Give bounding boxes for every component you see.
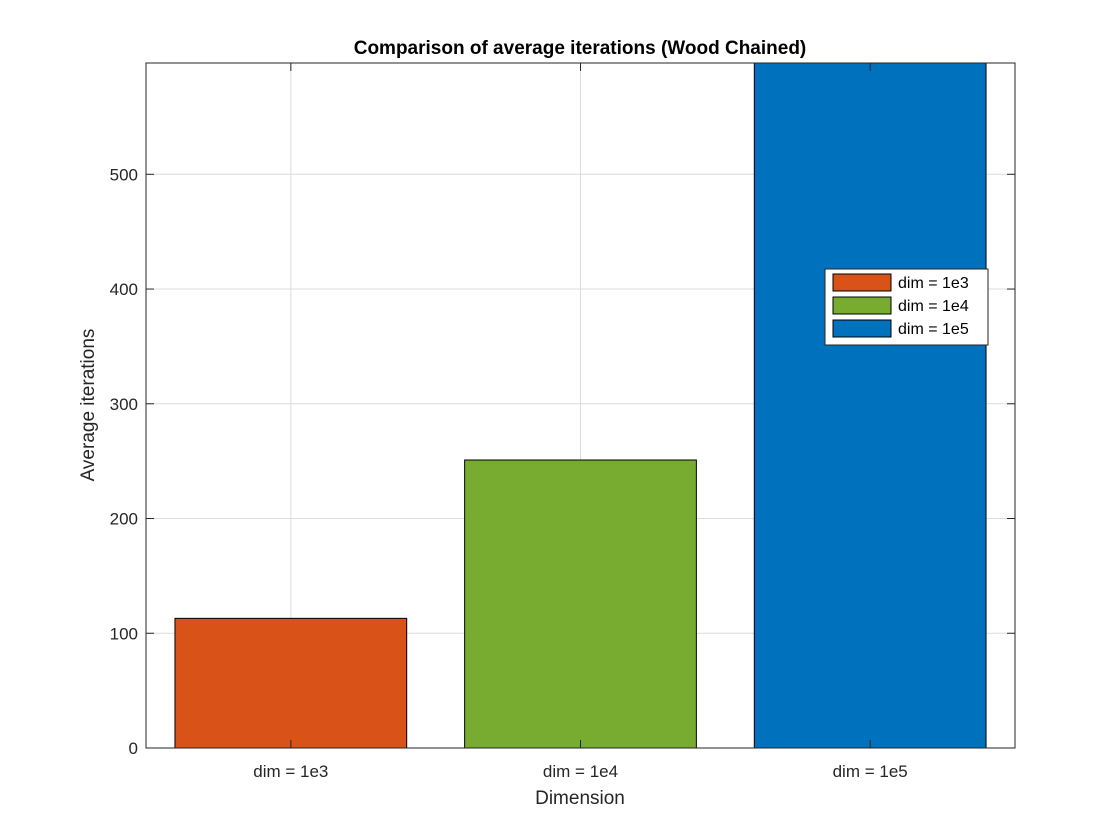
- y-tick-label: 500: [110, 165, 138, 184]
- y-tick-label: 300: [110, 395, 138, 414]
- x-tick-label: dim = 1e4: [543, 762, 618, 781]
- legend-swatch-1: [832, 273, 892, 292]
- legend-swatch-3: [832, 319, 892, 338]
- legend-label-1: dim = 1e3: [898, 275, 969, 292]
- x-tick-label: dim = 1e5: [833, 762, 908, 781]
- x-axis-label: Dimension: [535, 788, 625, 809]
- y-axis-label: Average iterations: [78, 329, 99, 482]
- chart-title: Comparison of average iterations (Wood C…: [354, 38, 807, 59]
- legend-swatch-2: [832, 296, 892, 315]
- y-tick-label: 200: [110, 510, 138, 529]
- bar-1: [174, 617, 408, 749]
- bars: [174, 62, 987, 749]
- legend-label-2: dim = 1e4: [898, 298, 969, 315]
- legend: dim = 1e3 dim = 1e4 dim = 1e5: [824, 268, 989, 346]
- x-tick-label: dim = 1e3: [253, 762, 328, 781]
- y-tick-label: 0: [129, 739, 138, 758]
- y-tick-label: 400: [110, 280, 138, 299]
- bar-2: [464, 459, 697, 749]
- y-tick-label: 100: [110, 624, 138, 643]
- legend-label-3: dim = 1e5: [898, 321, 969, 338]
- bar-3: [753, 62, 987, 749]
